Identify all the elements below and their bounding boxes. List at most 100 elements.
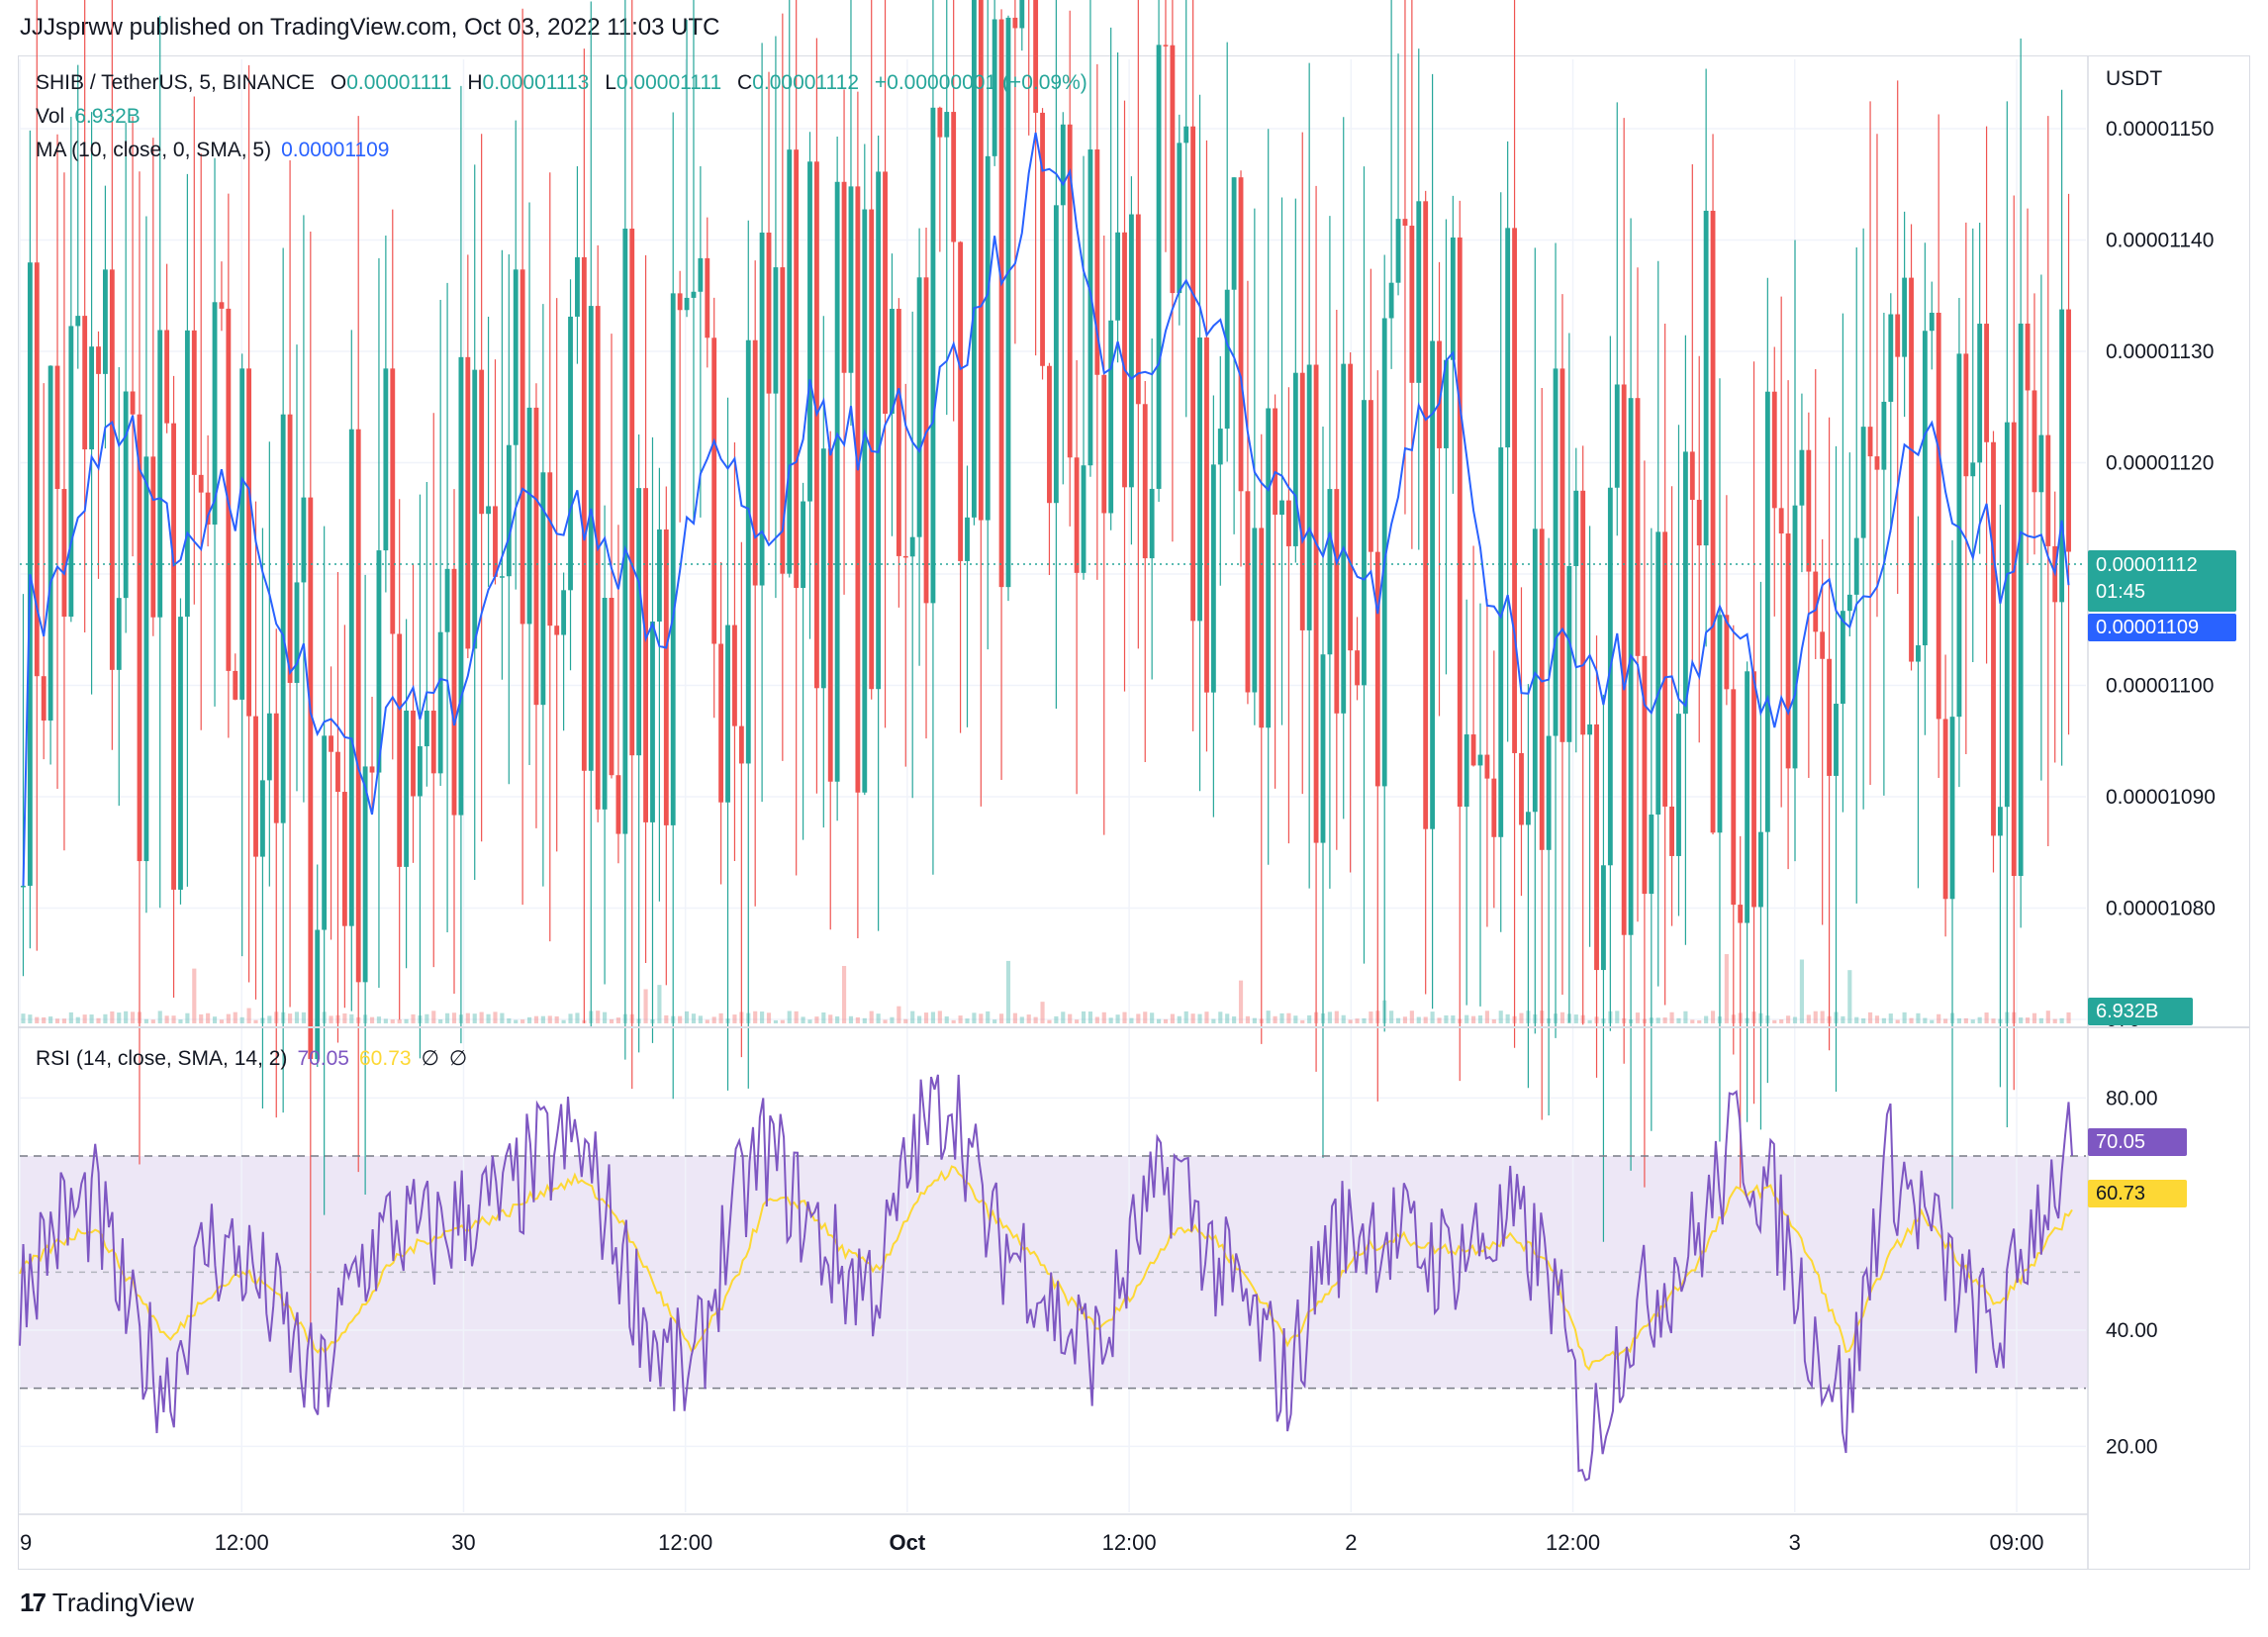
vol-label[interactable]: Vol [36, 105, 65, 128]
candle-body [109, 269, 115, 670]
candle-body [1689, 451, 1695, 501]
candle-body [2004, 422, 2010, 808]
volume-bar [1156, 1018, 1162, 1023]
volume-bar [171, 1015, 176, 1023]
volume-bar [199, 1013, 204, 1023]
candle-body [1929, 312, 1935, 332]
candle-body [444, 568, 450, 632]
candle-body [1806, 449, 1812, 572]
volume-bar [1471, 1015, 1476, 1023]
volume-bar [1094, 1016, 1099, 1023]
volume-bar [1874, 1015, 1880, 1023]
candle-body [1464, 734, 1469, 808]
candle-body [1368, 400, 1373, 552]
volume-bar [1423, 1016, 1428, 1023]
candle-body [759, 233, 765, 586]
volume-bar [821, 1011, 826, 1023]
candle-body [1785, 533, 1791, 769]
volume-bar [1820, 1011, 1825, 1023]
volume-bar [288, 1013, 293, 1023]
candle-body [499, 576, 505, 578]
volume-bar [54, 1018, 60, 1023]
volume-bar [21, 1013, 26, 1023]
volume-bar [1977, 1016, 1982, 1023]
change-value: +0.00000001 (+0.09%) [874, 71, 1087, 94]
candle-body [1984, 324, 1990, 442]
symbol-title[interactable]: SHIB / TetherUS, 5, BINANCE [36, 71, 316, 94]
candle-body [1334, 489, 1340, 714]
candle-body [787, 149, 793, 574]
candle-body [1553, 368, 1559, 736]
candle-body [226, 308, 232, 671]
candle-body [1840, 611, 1845, 705]
volume-bar [1559, 1011, 1565, 1023]
volume-bar [760, 1011, 765, 1023]
volume-bar [1615, 1011, 1620, 1023]
candle-body [1005, 17, 1011, 588]
close-value: 0.00001112 [752, 71, 860, 94]
volume-bar [897, 1006, 901, 1023]
price-tick-label: 0.00001090 [2106, 786, 2216, 809]
candle-body [1115, 232, 1121, 321]
volume-bar [1888, 1013, 1893, 1023]
volume-bar [2052, 1018, 2057, 1023]
candle-body [1731, 689, 1737, 906]
candle-body [1936, 312, 1941, 720]
candle-body [1197, 337, 1202, 622]
volume-bar [1163, 1018, 1169, 1023]
volume-bar [349, 1013, 354, 1023]
rsi-label[interactable]: RSI (14, close, SMA, 14, 2) [36, 1047, 288, 1070]
candle-body [609, 598, 614, 776]
rsi-tag: 70.05 [2088, 1128, 2187, 1156]
volume-bar [1635, 1012, 1641, 1023]
volume-bar [664, 1014, 669, 1023]
candle-body [834, 181, 840, 782]
candle-body [1916, 645, 1921, 662]
volume-bar [1465, 1014, 1469, 1023]
candle-body [937, 107, 943, 138]
volume-bar [1238, 980, 1244, 1023]
brand-footer[interactable]: 17 TradingView [20, 1588, 194, 1618]
volume-bar [1669, 1011, 1674, 1023]
candle-body [2018, 323, 2024, 876]
candle-body [418, 746, 423, 797]
volume-bar [998, 1013, 1004, 1023]
volume-bar [794, 1011, 799, 1023]
volume-bar [951, 1019, 956, 1023]
candle-body [813, 161, 819, 689]
volume-bar [1362, 1017, 1367, 1023]
candle-body [82, 316, 88, 450]
volume-bar [698, 1015, 703, 1023]
volume-bar [711, 1016, 716, 1023]
price-tick-label: 0.00001100 [2106, 675, 2214, 698]
candle-body [670, 293, 676, 825]
volume-legend: Vol 6.932B [36, 105, 150, 129]
volume-bars [21, 954, 2071, 1023]
candle-body [2038, 434, 2044, 493]
volume-bar [1772, 1019, 1777, 1023]
volume-bar [1655, 1017, 1660, 1023]
candle-body [1559, 368, 1565, 742]
volume-bar [615, 1017, 620, 1023]
candle-body [820, 448, 826, 689]
candle-body [1273, 408, 1278, 516]
ma-label[interactable]: MA (10, close, 0, SMA, 5) [36, 139, 272, 161]
volume-bar [1861, 1017, 1866, 1023]
candle-body [1778, 508, 1784, 534]
candle-body [341, 792, 347, 926]
volume-bar [787, 1011, 792, 1023]
volume-bar [958, 1015, 963, 1023]
candle-body [1580, 490, 1586, 735]
candle-body [588, 306, 594, 771]
volume-bar [2059, 1017, 2064, 1023]
candle-body [1231, 177, 1237, 290]
close-label: C [737, 71, 753, 94]
volume-bar [226, 1013, 231, 1023]
ma-legend: MA (10, close, 0, SMA, 5) 0.00001109 [36, 139, 399, 162]
candle-body [1388, 282, 1394, 319]
volume-bar [1902, 1011, 1907, 1023]
candle-body [2059, 309, 2065, 603]
candle-body [1299, 372, 1305, 630]
candle-body [1977, 324, 1983, 463]
